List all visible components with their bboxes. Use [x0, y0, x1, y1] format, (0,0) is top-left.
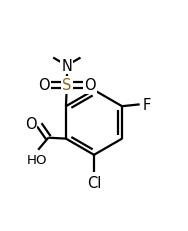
Text: Cl: Cl — [87, 175, 101, 190]
Text: O: O — [25, 116, 36, 131]
Text: O: O — [84, 78, 96, 93]
Text: HO: HO — [27, 153, 47, 166]
Text: F: F — [143, 97, 151, 112]
Text: S: S — [62, 78, 72, 93]
Text: N: N — [61, 59, 72, 74]
Text: O: O — [38, 78, 50, 93]
